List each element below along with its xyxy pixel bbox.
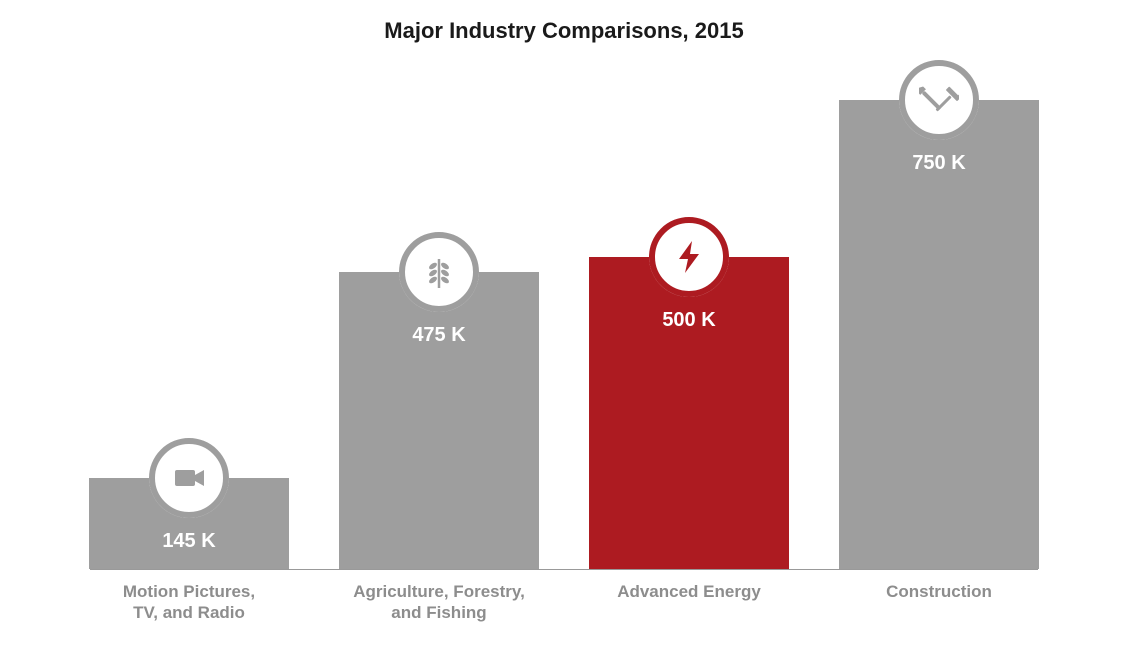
value-label: 500 K (589, 309, 789, 332)
bar-rect: 750 K (839, 100, 1039, 569)
chart-area: 145 KMotion Pictures,TV, and Radio 475 K… (90, 70, 1038, 570)
camera-icon (149, 438, 229, 518)
value-label: 475 K (339, 324, 539, 347)
value-label: 145 K (89, 530, 289, 553)
x-axis-label: Motion Pictures,TV, and Radio (89, 569, 289, 624)
bar-bolt: 500 KAdvanced Energy (589, 257, 789, 570)
bar-tools: 750 KConstruction (839, 100, 1039, 569)
wheat-icon (399, 232, 479, 312)
bolt-icon (649, 217, 729, 297)
bar-camera: 145 KMotion Pictures,TV, and Radio (89, 478, 289, 569)
bar-rect: 500 K (589, 257, 789, 570)
bar-rect: 475 K (339, 272, 539, 569)
tools-icon (899, 60, 979, 140)
chart-title: Major Industry Comparisons, 2015 (0, 0, 1128, 44)
x-axis-label: Agriculture, Forestry,and Fishing (339, 569, 539, 624)
bar-rect: 145 K (89, 478, 289, 569)
x-axis-label: Construction (839, 569, 1039, 602)
value-label: 750 K (839, 152, 1039, 175)
x-axis-label: Advanced Energy (589, 569, 789, 602)
bar-wheat: 475 KAgriculture, Forestry,and Fishing (339, 272, 539, 569)
